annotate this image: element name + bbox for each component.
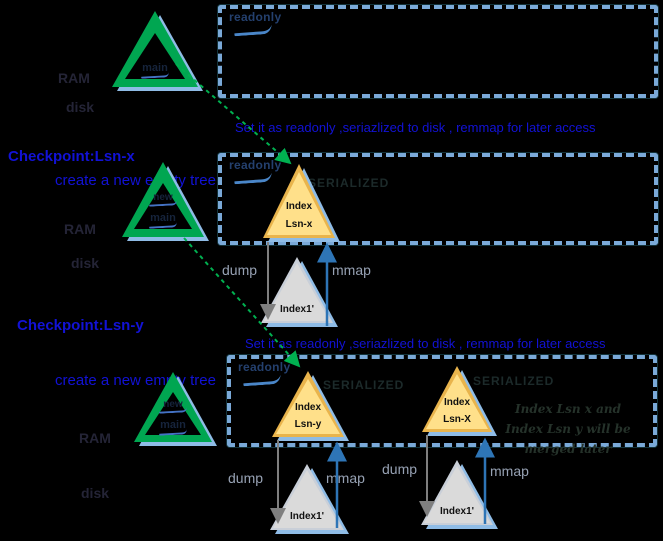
index-lsn-y-triangle: Index Lsn-y bbox=[272, 371, 349, 441]
mmap-label-2: mmap bbox=[326, 470, 365, 486]
tree-new-label-2: new bbox=[163, 399, 183, 410]
serialized-label-1: SERIALIZED bbox=[308, 176, 390, 190]
tree-main: main bbox=[112, 11, 203, 91]
index1-triangle-2: Index1' bbox=[270, 464, 349, 534]
dump-label-1: dump bbox=[222, 262, 258, 278]
index-lsn-X-triangle: Index Lsn-X bbox=[422, 366, 497, 436]
index-lsn-y-line2: Lsn-y bbox=[294, 419, 322, 430]
serialized-label-2: SERIALIZED bbox=[323, 378, 405, 392]
merge-note-line2: Index Lsn y will be bbox=[505, 422, 631, 436]
index-lsn-X-line1: Index bbox=[443, 397, 471, 408]
readonly-swoosh-1 bbox=[233, 23, 273, 37]
readonly-box-1: readonly bbox=[218, 5, 658, 98]
index-lsn-X-line2: Lsn-X bbox=[443, 414, 471, 425]
index1-label-2: Index1' bbox=[289, 511, 325, 522]
disk-label-3: disk bbox=[81, 485, 110, 501]
tree-main-label: main bbox=[142, 62, 168, 74]
index-lsn-x-line1: Index bbox=[285, 201, 313, 212]
dump-label-2: dump bbox=[228, 470, 264, 486]
index1-triangle-1: Index1' bbox=[261, 257, 338, 327]
index1-label-1: Index1' bbox=[279, 304, 315, 315]
merge-note-line3: merged later bbox=[524, 442, 612, 456]
ram-label-3: RAM bbox=[79, 430, 111, 446]
index-lsn-y-line1: Index bbox=[294, 402, 322, 413]
tree-main-label-1: main bbox=[150, 212, 176, 224]
tree-main-label-2: main bbox=[160, 419, 186, 431]
merge-note-line1: Index Lsn x and bbox=[514, 402, 621, 416]
index1-label-3: Index1' bbox=[439, 506, 475, 517]
dump-label-3: dump bbox=[382, 461, 418, 477]
index1-triangle-3: Index1' bbox=[421, 460, 498, 529]
disk-label-1: disk bbox=[66, 99, 95, 115]
index-lsn-x-line2: Lsn-x bbox=[285, 219, 313, 230]
tree-new-main-1: new main bbox=[122, 162, 209, 241]
merge-note: Index Lsn x and Index Lsn y will be merg… bbox=[493, 399, 643, 459]
readonly-label-1: readonly bbox=[229, 10, 282, 24]
ram-label-2: RAM bbox=[64, 221, 96, 237]
set-readonly-note-2: Set it as readonly ,seriazlized to disk … bbox=[245, 336, 606, 351]
mmap-label-3: mmap bbox=[490, 463, 529, 479]
ram-label-1: RAM bbox=[58, 70, 90, 86]
tree-new-main-2: new main bbox=[134, 372, 217, 446]
mmap-label-1: mmap bbox=[332, 262, 371, 278]
checkpoint-lsn-y-label: Checkpoint:Lsn-y bbox=[17, 317, 144, 334]
tree-new-label-1: new bbox=[153, 192, 173, 203]
disk-label-2: disk bbox=[71, 255, 100, 271]
checkpoint-lsn-x-label: Checkpoint:Lsn-x bbox=[8, 148, 135, 165]
set-readonly-note-1: Set it as readonly ,seriazlized to disk … bbox=[235, 120, 596, 135]
serialized-label-3: SERIALIZED bbox=[473, 374, 555, 388]
index-lsn-x-triangle: Index Lsn-x bbox=[263, 164, 340, 242]
